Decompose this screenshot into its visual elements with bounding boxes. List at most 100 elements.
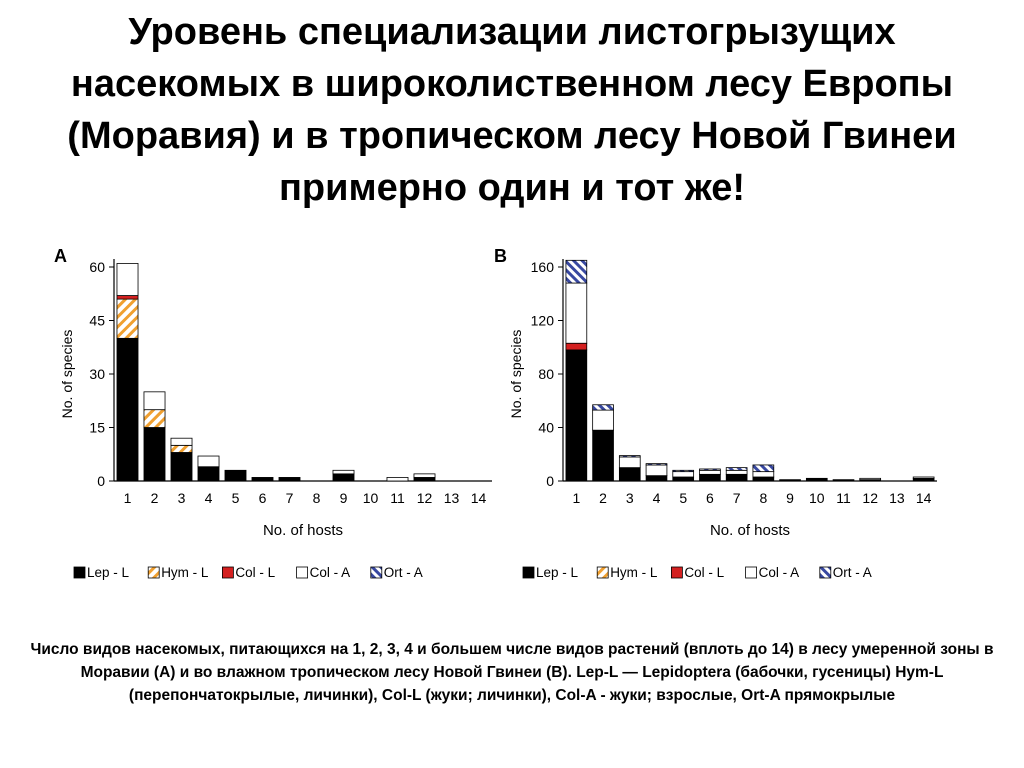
x-tick-label: 8 <box>759 490 767 506</box>
x-tick-label: 9 <box>340 490 348 506</box>
figure-caption: Число видов насекомых, питающихся на 1, … <box>30 641 994 704</box>
x-tick-label: 14 <box>471 490 487 506</box>
bar-segment-ort-a-6 <box>699 468 721 471</box>
legend-swatch <box>296 566 309 579</box>
legend-label: Ort - A <box>384 565 423 580</box>
x-tick-label: 7 <box>286 490 294 506</box>
x-tick-label: 4 <box>205 490 213 506</box>
bar-segment-hym-l-1 <box>116 298 139 339</box>
x-tick-label: 10 <box>809 490 825 506</box>
legend-label: Lep - L <box>536 565 579 580</box>
bar-segment-col-a-3 <box>618 456 641 469</box>
x-tick-label: 12 <box>417 490 433 506</box>
bar-segment-ort-a-5 <box>672 469 695 473</box>
x-tick-label: 7 <box>733 490 741 506</box>
legend-label: Lep - L <box>87 565 130 580</box>
bar-segment-col-a-3 <box>170 437 193 446</box>
bar-segment-ort-a-2 <box>592 404 614 411</box>
slide-title: Уровень специализации листогрызущих насе… <box>67 11 957 209</box>
panel-label: A <box>54 246 67 266</box>
y-tick-label: 40 <box>538 420 554 436</box>
bar-segment-col-a-4 <box>197 455 220 468</box>
bar-segment-col-a-12 <box>859 477 882 481</box>
bar-segment-lep-l-5 <box>672 476 695 482</box>
x-tick-label: 3 <box>178 490 186 506</box>
bar-segment-lep-l-9 <box>779 479 801 482</box>
bar-segment-ort-a-4 <box>645 463 668 466</box>
x-tick-label: 5 <box>679 490 687 506</box>
x-tick-label: 11 <box>836 490 851 506</box>
bar-segment-col-a-1 <box>565 282 588 344</box>
bar-segment-col-a-7 <box>725 469 748 475</box>
y-tick-label: 60 <box>89 259 105 275</box>
legend-swatch <box>221 566 234 579</box>
x-tick-label: 8 <box>313 490 321 506</box>
bar-segment-lep-l-12 <box>413 477 436 482</box>
x-tick-label: 6 <box>259 490 267 506</box>
bar-segment-lep-l-1 <box>116 337 139 482</box>
bar-segment-lep-l-9 <box>332 473 355 482</box>
x-tick-label: 9 <box>786 490 794 506</box>
bar-segment-lep-l-6 <box>699 473 721 482</box>
legend-swatch <box>370 566 383 579</box>
bar-segment-col-l-1 <box>116 295 139 300</box>
bar-segment-hym-l-3 <box>170 444 193 453</box>
y-tick-label: 160 <box>531 259 555 275</box>
y-axis-label: No. of species <box>59 330 75 419</box>
x-tick-label: 14 <box>916 490 932 506</box>
legend-swatch <box>73 566 86 579</box>
bar-segment-col-a-9 <box>332 469 355 475</box>
y-tick-label: 0 <box>97 473 105 489</box>
bar-segment-ort-a-3 <box>618 455 641 458</box>
y-tick-label: 15 <box>89 420 105 436</box>
y-tick-label: 120 <box>531 313 555 329</box>
y-tick-label: 0 <box>546 473 554 489</box>
x-tick-label: 5 <box>232 490 240 506</box>
x-axis-label: No. of hosts <box>710 522 790 539</box>
x-axis-label: No. of hosts <box>263 522 343 539</box>
x-tick-label: 3 <box>626 490 634 506</box>
bar-segment-lep-l-4 <box>197 466 220 482</box>
legend-swatch <box>522 566 535 579</box>
x-tick-label: 1 <box>572 490 580 506</box>
x-tick-label: 11 <box>390 490 405 506</box>
x-tick-label: 13 <box>444 490 460 506</box>
legend-label: Col - A <box>759 565 800 580</box>
bar-segment-lep-l-10 <box>805 477 828 482</box>
bar-segment-col-a-4 <box>645 464 668 477</box>
bar-segment-col-l-1 <box>565 342 588 351</box>
bar-segment-col-a-14 <box>912 476 935 479</box>
bar-segment-lep-l-1 <box>565 349 588 482</box>
legend-label: Hym - L <box>610 565 658 580</box>
bar-segment-lep-l-4 <box>645 475 668 482</box>
legend-label: Col - L <box>235 565 275 580</box>
bar-segment-lep-l-3 <box>170 452 193 482</box>
legend-swatch <box>596 566 609 579</box>
x-tick-label: 6 <box>706 490 714 506</box>
bar-segment-lep-l-7 <box>725 473 748 482</box>
legend-label: Hym - L <box>161 565 209 580</box>
legend-swatch <box>670 566 683 579</box>
bar-segment-col-a-6 <box>699 469 721 475</box>
bar-segment-lep-l-14 <box>912 477 935 482</box>
bar-segment-lep-l-11 <box>832 479 855 482</box>
x-tick-label: 2 <box>151 490 159 506</box>
bar-segment-lep-l-3 <box>618 467 641 482</box>
legend-label: Col - L <box>684 565 724 580</box>
bar-segment-lep-l-6 <box>251 477 274 482</box>
bar-segment-col-a-11 <box>386 477 409 482</box>
panel-label: B <box>494 246 507 266</box>
bar-segment-ort-a-8 <box>752 464 775 473</box>
legend-swatch <box>147 566 160 579</box>
x-tick-label: 13 <box>889 490 905 506</box>
y-tick-label: 30 <box>89 366 105 382</box>
x-tick-label: 12 <box>862 490 878 506</box>
legend-label: Col - A <box>310 565 351 580</box>
bar-segment-col-a-5 <box>672 471 695 478</box>
chart-panel-a: A 0 15 30 45 60 No. of species 1 2 3 4 5 6 7 8 9 10 11 12 1… <box>52 232 502 592</box>
x-tick-label: 2 <box>599 490 607 506</box>
y-axis-label: No. of species <box>508 330 524 419</box>
bar-segment-col-a-1 <box>116 263 139 296</box>
